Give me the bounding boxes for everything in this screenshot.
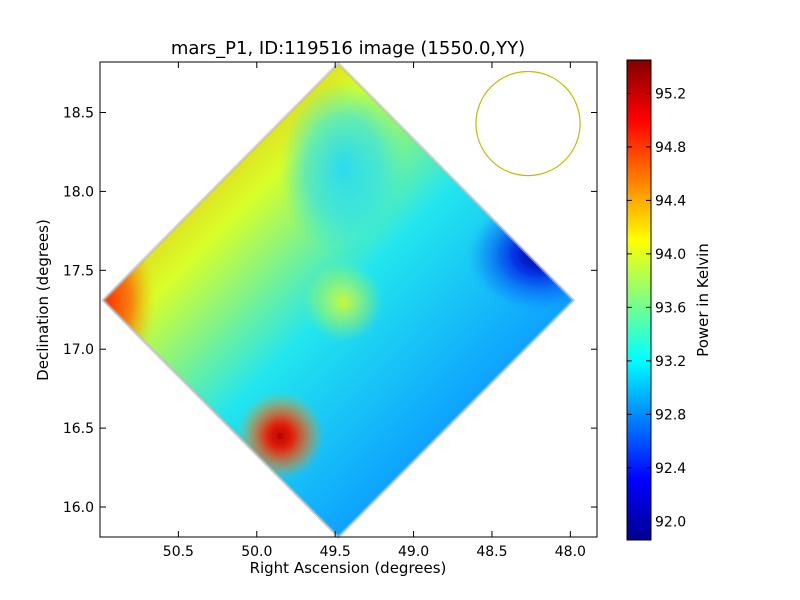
x-tick-label: 48.0 <box>555 544 586 560</box>
y-axis-title: Declination (degrees) <box>34 219 52 381</box>
plot-frame <box>99 61 598 538</box>
colorbar-tick-label: 93.2 <box>655 354 686 370</box>
colorbar-ticks: 92.0 92.4 92.8 93.2 93.6 94.0 94.4 94.8 95.2 <box>627 86 686 530</box>
x-tick-label: 49.5 <box>320 544 351 560</box>
colorbar-tick-label: 94.8 <box>655 140 686 156</box>
colorbar-tick-label: 92.4 <box>655 461 686 477</box>
colorbar-tick-label: 92.0 <box>655 514 686 530</box>
x-tick-label: 50.5 <box>163 544 194 560</box>
y-tick-label: 18.0 <box>63 184 94 200</box>
colorbar-tick-label: 94.0 <box>655 247 686 263</box>
colorbar-label: Power in Kelvin <box>694 243 712 357</box>
y-axis: 16.0 16.5 17.0 17.5 18.0 18.5 <box>63 105 597 516</box>
temperature-region-plateau <box>280 80 406 255</box>
colorbar-gradient <box>626 59 652 541</box>
colorbar-tick-label: 92.8 <box>655 407 686 423</box>
x-tick-label: 50.0 <box>241 544 272 560</box>
temperature-region-saddle <box>303 262 383 342</box>
colorbar-tick-label: 95.2 <box>655 86 686 102</box>
colorbar: 92.0 92.4 92.8 93.2 93.6 94.0 94.4 94.8 95.2 Pow… <box>626 59 712 541</box>
colorbar-tick-label: 93.6 <box>655 300 686 316</box>
x-axis-title: Right Ascension (degrees) <box>250 559 447 577</box>
heatmap-layers <box>103 63 574 538</box>
x-tick-label: 49.0 <box>398 544 429 560</box>
x-tick-label: 48.5 <box>476 544 507 560</box>
heatmap-surface <box>101 61 576 540</box>
beam-circle <box>475 70 581 177</box>
y-tick-label: 16.5 <box>63 421 94 437</box>
colorbar-tick-label: 94.4 <box>655 193 686 209</box>
y-tick-label: 17.0 <box>63 342 94 358</box>
chart-title: mars_P1, ID:119516 image (1550.0,YY) <box>171 38 525 59</box>
heatmap-image <box>101 61 576 540</box>
y-tick-label: 17.5 <box>63 263 94 279</box>
temperature-region-maximum <box>237 392 324 480</box>
y-tick-label: 18.5 <box>63 105 94 121</box>
x-axis: 50.5 50.0 49.5 49.0 48.5 48.0 <box>163 62 586 560</box>
y-tick-label: 16.0 <box>63 500 94 516</box>
